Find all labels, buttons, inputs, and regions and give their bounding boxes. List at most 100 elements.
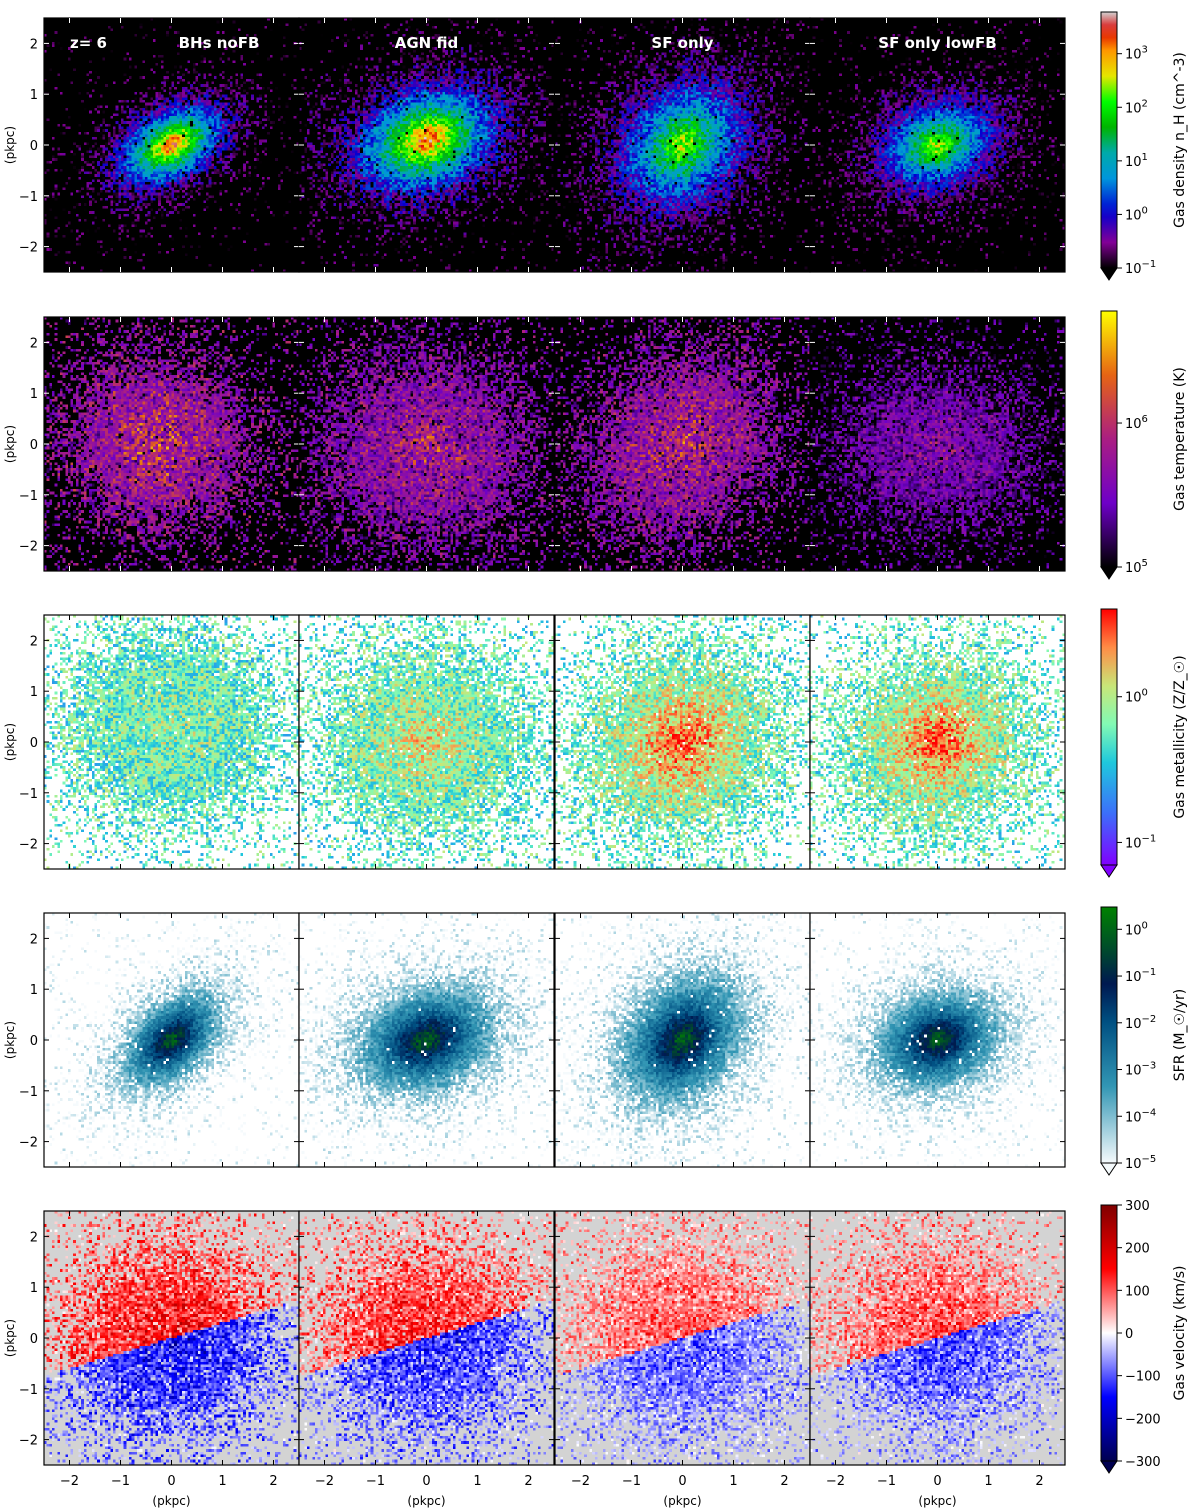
colorbar-gradient <box>1100 608 1118 866</box>
heatmap-image <box>810 18 1065 272</box>
colorbar-tick-label: 101 <box>1125 152 1148 170</box>
panel-gas_density-1: AGN fid <box>298 17 555 273</box>
colorbar-tick-label: 200 <box>1125 1242 1150 1257</box>
y-tick-label: −2 <box>19 1136 38 1151</box>
panel-gas_temperature-2 <box>554 316 811 572</box>
panel-gas_velocity-2: −2 −1 0 1 2 (pkpc) <box>554 1210 811 1508</box>
y-tick-label: 0 <box>30 1034 38 1049</box>
heatmap-image <box>555 317 810 571</box>
panel-gas_velocity-1: −2 −1 0 1 2 (pkpc) <box>298 1210 555 1508</box>
x-tick-label: 0 <box>167 1474 175 1489</box>
x-tick-label: 0 <box>678 1474 686 1489</box>
column-title: SF only lowFB <box>878 34 996 52</box>
colorbar-tick-label: 10−2 <box>1125 1014 1156 1032</box>
panel-gas_velocity-3: −2 −1 0 1 2 (pkpc) <box>809 1210 1066 1508</box>
y-tick-label: 2 <box>30 336 38 351</box>
panel-gas_temperature-3 <box>809 316 1066 572</box>
heatmap-image <box>299 18 554 272</box>
x-tick-label: 2 <box>524 1474 532 1489</box>
x-tick-label: −2 <box>826 1474 845 1489</box>
x-tick-label: 0 <box>422 1474 430 1489</box>
colorbar-tick-label: 0 <box>1125 1327 1133 1342</box>
colorbar-extend-arrow <box>1100 566 1118 580</box>
colorbar-extend-arrow <box>1100 267 1118 281</box>
panel-sfr-1 <box>298 912 555 1168</box>
y-tick-label: 0 <box>30 139 38 154</box>
y-tick-label: 2 <box>30 37 38 52</box>
y-tick-label: 0 <box>30 736 38 751</box>
colorbar-tick-label: −300 <box>1125 1455 1161 1470</box>
colorbar-tick-label: 100 <box>1125 920 1148 938</box>
heatmap-image <box>299 913 554 1167</box>
colorbar-tick-label: 100 <box>1125 1284 1150 1299</box>
colorbar-tick-label: 100 <box>1125 688 1148 706</box>
colorbar-gas_density: 10−1 100 101 102 103 Gas density n_H (cm^-3) <box>1100 11 1188 281</box>
colorbar-label: Gas density n_H (cm^-3) <box>1172 52 1188 228</box>
colorbar-tick-label: 10−4 <box>1125 1107 1156 1125</box>
y-axis-label: (pkpc) <box>3 126 17 164</box>
colorbar-extend-arrow <box>1100 1460 1118 1474</box>
colorbar-gas_velocity: −300 −200 −100 0 100 200 300 Gas velocity (km/s… <box>1100 1199 1188 1474</box>
heatmap-image <box>555 615 810 869</box>
heatmap-image <box>299 317 554 571</box>
heatmap-image <box>44 615 299 869</box>
y-tick-label: 2 <box>30 932 38 947</box>
x-axis-label: (pkpc) <box>152 1494 190 1508</box>
y-tick-label: 1 <box>30 88 38 103</box>
heatmap-image <box>44 18 299 272</box>
heatmap-image <box>44 317 299 571</box>
heatmap-image <box>299 1211 554 1465</box>
panel-gas_temperature-0 <box>43 316 300 572</box>
panel-gas_metallicity-2 <box>554 614 811 870</box>
x-tick-label: 1 <box>473 1474 481 1489</box>
y-axis-label: (pkpc) <box>3 1319 17 1357</box>
heatmap-image <box>810 913 1065 1167</box>
colorbar-tick-label: −200 <box>1125 1412 1161 1427</box>
x-tick-label: 1 <box>218 1474 226 1489</box>
panel-gas_density-0: BHs noFB z= 6 <box>43 17 300 273</box>
y-axis-label: (pkpc) <box>3 723 17 761</box>
colorbar-tick-label: 106 <box>1125 414 1148 432</box>
y-tick-label: −2 <box>19 838 38 853</box>
panel-gas_density-2: SF only <box>554 17 811 273</box>
y-tick-label: 1 <box>30 983 38 998</box>
heatmap-image <box>299 615 554 869</box>
panel-sfr-0 <box>43 912 300 1168</box>
y-tick-label: 2 <box>30 634 38 649</box>
column-title: BHs noFB <box>179 34 260 52</box>
colorbar-tick-label: 10−1 <box>1125 967 1156 985</box>
colorbar-gradient <box>1100 906 1118 1164</box>
colorbar-tick-label: 10−1 <box>1125 259 1156 277</box>
y-tick-label: −1 <box>19 489 38 504</box>
heatmap-image <box>810 317 1065 571</box>
colorbar-sfr: 10−5 10−4 10−3 10−2 10−1 100 SFR (M_☉/yr) <box>1100 906 1188 1176</box>
heatmap-image <box>555 1211 810 1465</box>
x-tick-label: −1 <box>111 1474 130 1489</box>
x-tick-label: 2 <box>269 1474 277 1489</box>
x-axis-label: (pkpc) <box>407 1494 445 1508</box>
y-tick-label: −1 <box>19 1085 38 1100</box>
colorbar-tick-label: 10−3 <box>1125 1061 1156 1079</box>
x-tick-label: 2 <box>1035 1474 1043 1489</box>
panel-gas_metallicity-0 <box>43 614 300 870</box>
x-tick-label: −1 <box>877 1474 896 1489</box>
y-tick-label: −1 <box>19 190 38 205</box>
y-tick-label: −1 <box>19 1383 38 1398</box>
heatmap-image <box>44 913 299 1167</box>
colorbar-tick-label: 103 <box>1125 45 1148 63</box>
y-axis-label: (pkpc) <box>3 425 17 463</box>
colorbar-tick-label: 10−5 <box>1125 1154 1156 1172</box>
panel-sfr-3 <box>809 912 1066 1168</box>
column-title: SF only <box>651 34 713 52</box>
y-tick-label: −1 <box>19 787 38 802</box>
panel-gas_temperature-1 <box>298 316 555 572</box>
colorbar-label: Gas temperature (K) <box>1172 367 1188 511</box>
colorbar-label: Gas metallicity (Z/Z_☉) <box>1172 655 1188 818</box>
heatmap-image <box>555 913 810 1167</box>
colorbar-gradient <box>1100 11 1118 269</box>
x-tick-label: 0 <box>933 1474 941 1489</box>
x-tick-label: −1 <box>622 1474 641 1489</box>
x-tick-label: 1 <box>729 1474 737 1489</box>
panel-gas_density-3: SF only lowFB <box>809 17 1066 273</box>
